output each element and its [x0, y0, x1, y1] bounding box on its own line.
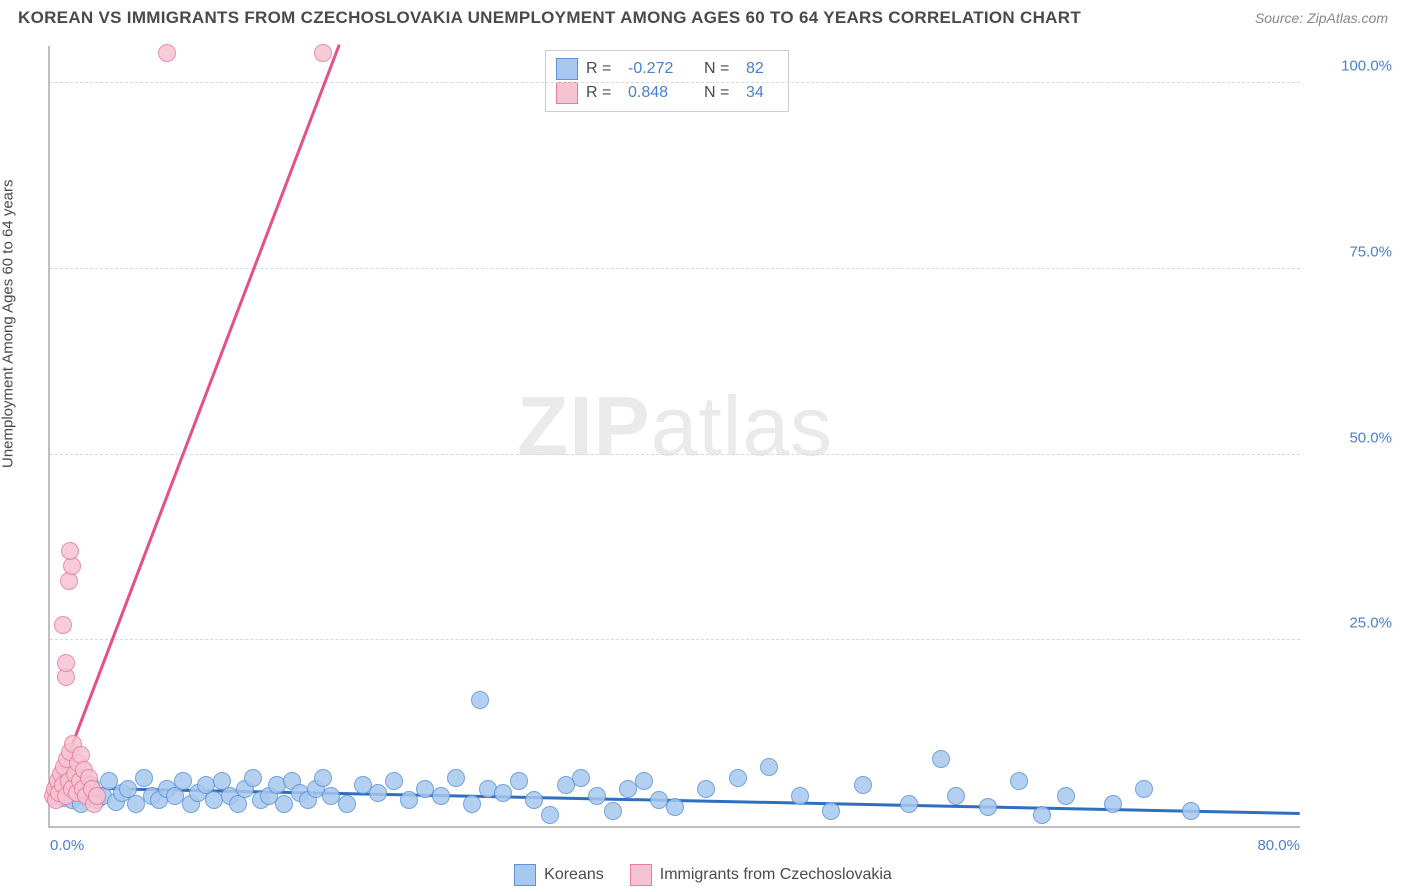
data-point [525, 791, 543, 809]
data-point [158, 44, 176, 62]
data-point [57, 654, 75, 672]
data-point [463, 795, 481, 813]
data-point [979, 798, 997, 816]
data-point [932, 750, 950, 768]
plot-area: ZIPatlas R =-0.272N =82R =0.848N =34 25.… [48, 46, 1300, 828]
data-point [1010, 772, 1028, 790]
y-tick-label: 100.0% [1312, 58, 1392, 75]
gridline [50, 639, 1300, 640]
data-point [635, 772, 653, 790]
data-point [447, 769, 465, 787]
data-point [275, 795, 293, 813]
data-point [900, 795, 918, 813]
data-point [541, 806, 559, 824]
legend-n-label: N = [704, 57, 738, 81]
series-legend: Koreans Immigrants from Czechoslovakia [0, 864, 1406, 886]
y-tick-label: 25.0% [1312, 615, 1392, 632]
data-point [588, 787, 606, 805]
legend-r-value: -0.272 [628, 57, 690, 81]
data-point [432, 787, 450, 805]
legend-row: R = 0.848 N = 34 [556, 81, 774, 105]
legend-r-value: 0.848 [628, 81, 690, 105]
data-point [54, 616, 72, 634]
data-point [1104, 795, 1122, 813]
data-point [854, 776, 872, 794]
data-point [400, 791, 418, 809]
data-point [947, 787, 965, 805]
data-point [61, 542, 79, 560]
series-legend-item: Koreans [514, 864, 604, 886]
data-point [1135, 780, 1153, 798]
watermark-bold: ZIP [517, 379, 651, 473]
data-point [822, 802, 840, 820]
legend-r-label: R = [586, 57, 620, 81]
legend-r-label: R = [586, 81, 620, 105]
y-tick-label: 50.0% [1312, 429, 1392, 446]
x-tick-label: 0.0% [50, 837, 84, 854]
data-point [471, 691, 489, 709]
gridline [50, 82, 1300, 83]
gridline [50, 454, 1300, 455]
data-point [760, 758, 778, 776]
data-point [1182, 802, 1200, 820]
title-bar: KOREAN VS IMMIGRANTS FROM CZECHOSLOVAKIA… [0, 0, 1406, 32]
series-legend-item: Immigrants from Czechoslovakia [630, 864, 892, 886]
data-point [510, 772, 528, 790]
chart-container: Unemployment Among Ages 60 to 64 years Z… [0, 38, 1406, 892]
data-point [314, 44, 332, 62]
y-axis-label: Unemployment Among Ages 60 to 64 years [0, 179, 17, 468]
legend-swatch [630, 864, 652, 886]
y-tick-label: 75.0% [1312, 243, 1392, 260]
data-point [314, 769, 332, 787]
data-point [369, 784, 387, 802]
legend-n-label: N = [704, 81, 738, 105]
data-point [494, 784, 512, 802]
data-point [697, 780, 715, 798]
data-point [385, 772, 403, 790]
data-point [338, 795, 356, 813]
trendline [49, 44, 340, 803]
data-point [244, 769, 262, 787]
data-point [666, 798, 684, 816]
data-point [572, 769, 590, 787]
data-point [174, 772, 192, 790]
x-tick-label: 80.0% [1257, 837, 1300, 854]
series-name: Immigrants from Czechoslovakia [660, 866, 892, 884]
gridline [50, 268, 1300, 269]
legend-swatch [556, 82, 578, 104]
legend-n-value: 34 [746, 81, 774, 105]
data-point [88, 787, 106, 805]
series-name: Koreans [544, 866, 604, 884]
legend-swatch [556, 58, 578, 80]
data-point [604, 802, 622, 820]
chart-title: KOREAN VS IMMIGRANTS FROM CZECHOSLOVAKIA… [18, 8, 1081, 28]
legend-row: R = -0.272 N = 82 [556, 57, 774, 81]
data-point [1033, 806, 1051, 824]
source-label: Source: ZipAtlas.com [1255, 10, 1388, 26]
correlation-legend: R = -0.272 N = 82 R = 0.848 N = 34 [545, 50, 789, 112]
data-point [135, 769, 153, 787]
data-point [729, 769, 747, 787]
watermark: ZIPatlas [517, 378, 833, 475]
legend-swatch [514, 864, 536, 886]
legend-n-value: 82 [746, 57, 774, 81]
data-point [791, 787, 809, 805]
data-point [1057, 787, 1075, 805]
watermark-light: atlas [651, 379, 833, 473]
